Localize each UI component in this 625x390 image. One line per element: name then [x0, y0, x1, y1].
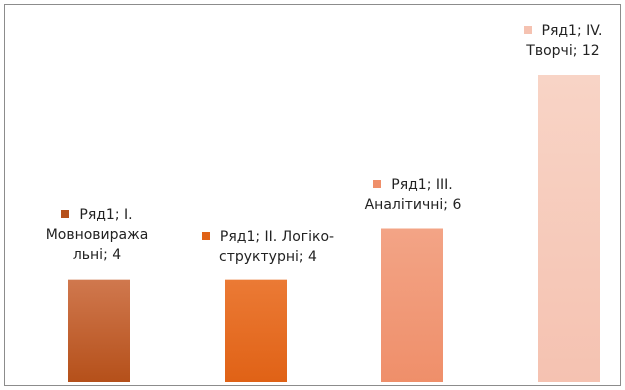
data-label-2-line-2: структурні; 4	[219, 249, 317, 265]
bar-chart	[68, 75, 600, 382]
data-label-1-line-2: Мовновиража	[45, 227, 149, 243]
legend-key-1	[61, 210, 70, 218]
data-label-4-line-1: Ряд1; IV.	[541, 23, 603, 39]
data-label-1-line-3: льні; 4	[72, 247, 122, 263]
chart-area: Ряд1; I. Мовновиража льні; 4 Ряд1; II. Л…	[4, 4, 621, 386]
bar-2	[225, 279, 287, 382]
legend-key-3	[373, 180, 382, 188]
data-label-2: Ряд1; II. Логіко- структурні; 4	[183, 227, 353, 267]
data-label-3-line-2: Аналітичні; 6	[364, 197, 462, 213]
legend-key-2	[201, 232, 210, 240]
data-label-1: Ряд1; I. Мовновиража льні; 4	[27, 205, 167, 265]
bar-4	[538, 75, 600, 382]
data-label-2-line-1: Ряд1; II. Логіко-	[219, 229, 335, 245]
data-label-3: Ряд1; III. Аналітичні; 6	[345, 175, 481, 215]
bar-1	[68, 279, 130, 382]
bar-3	[381, 228, 443, 382]
data-label-4-line-2: Творчі; 12	[526, 43, 600, 59]
data-label-3-line-1: Ряд1; III.	[391, 177, 453, 193]
data-label-1-line-1: Ряд1; I.	[79, 207, 133, 223]
data-label-4: Ряд1; IV. Творчі; 12	[507, 21, 619, 61]
legend-key-4	[523, 26, 532, 34]
